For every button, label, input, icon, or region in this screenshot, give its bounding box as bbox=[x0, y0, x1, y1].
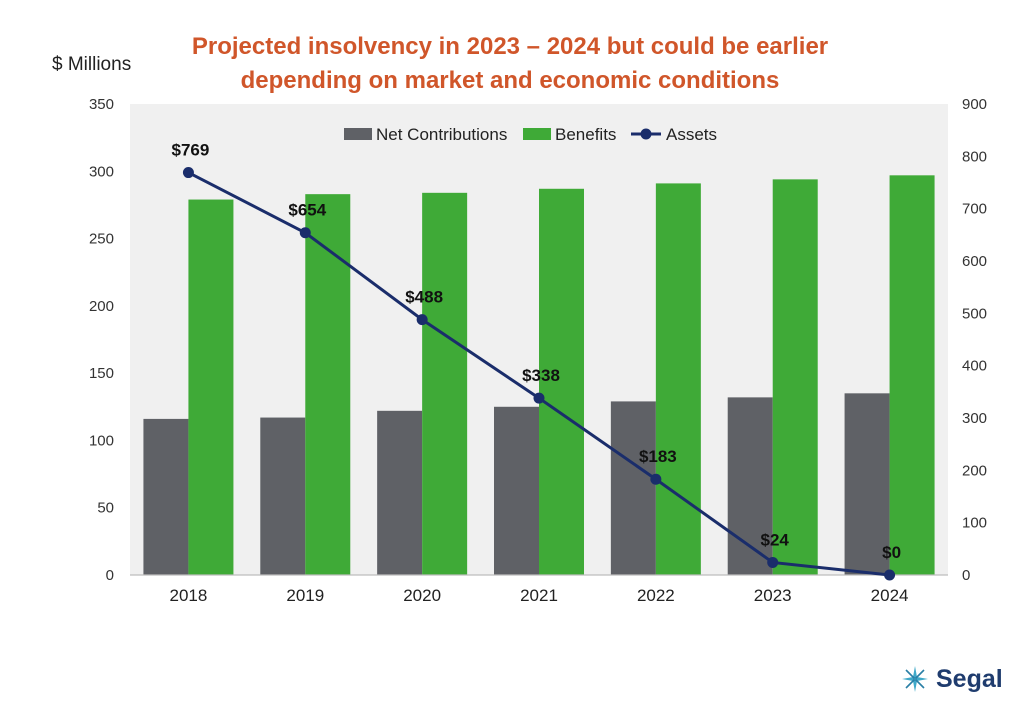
assets-data-label: $338 bbox=[522, 366, 560, 385]
legend-swatch-benefits bbox=[523, 128, 551, 140]
bar-benefits bbox=[772, 179, 818, 576]
assets-point bbox=[533, 392, 545, 404]
bar-benefits bbox=[422, 192, 468, 575]
y-left-tick-label: 250 bbox=[89, 231, 114, 248]
legend-label-net-contributions: Net Contributions bbox=[376, 125, 507, 144]
bar-benefits bbox=[655, 183, 701, 575]
y-left-tick-label: 200 bbox=[89, 298, 114, 315]
y-left-tick-label: 0 bbox=[106, 567, 114, 584]
y-left-tick-label: 300 bbox=[89, 163, 114, 180]
assets-data-label: $0 bbox=[882, 543, 901, 562]
assets-point bbox=[884, 569, 896, 581]
y-left-tick-label: 350 bbox=[89, 96, 114, 113]
assets-data-label: $183 bbox=[639, 447, 677, 466]
x-tick-label: 2019 bbox=[286, 586, 324, 605]
assets-data-label: $488 bbox=[405, 288, 443, 307]
y-right-tick-label: 600 bbox=[962, 253, 987, 270]
chart-title-line-1: Projected insolvency in 2023 – 2024 but … bbox=[191, 33, 829, 60]
bar-net-contributions bbox=[260, 417, 306, 575]
legend-swatch-net-contributions bbox=[344, 128, 372, 140]
assets-data-label: $654 bbox=[288, 201, 326, 220]
assets-data-label: $24 bbox=[761, 530, 790, 549]
assets-point bbox=[182, 167, 194, 179]
chart-title: Projected insolvency in 2023 – 2024 but … bbox=[150, 30, 870, 98]
assets-point bbox=[767, 556, 779, 568]
bar-benefits bbox=[305, 194, 351, 576]
assets-point bbox=[650, 473, 662, 485]
y-right-tick-label: 300 bbox=[962, 410, 987, 427]
bar-net-contributions bbox=[494, 406, 539, 575]
legend-label-benefits: Benefits bbox=[555, 125, 616, 144]
x-tick-label: 2018 bbox=[170, 586, 208, 605]
brand-name: Segal bbox=[936, 664, 1003, 693]
x-tick-label: 2023 bbox=[754, 586, 792, 605]
segal-star-icon bbox=[902, 666, 928, 692]
y-right-tick-label: 900 bbox=[962, 96, 987, 113]
y-right-tick-label: 700 bbox=[962, 201, 987, 218]
x-tick-label: 2020 bbox=[403, 586, 441, 605]
assets-data-label: $769 bbox=[172, 141, 210, 160]
y-right-tick-label: 100 bbox=[962, 515, 987, 532]
bar-net-contributions bbox=[377, 410, 423, 575]
y-left-tick-label: 100 bbox=[89, 432, 114, 449]
y-left-tick-label: 50 bbox=[97, 500, 114, 517]
bar-benefits bbox=[188, 199, 234, 575]
y-right-tick-label: 400 bbox=[962, 358, 987, 375]
y-axis-unit-label: $ Millions bbox=[52, 54, 132, 75]
x-tick-label: 2022 bbox=[637, 586, 675, 605]
bar-net-contributions bbox=[143, 418, 189, 575]
legend-marker-assets bbox=[640, 128, 652, 140]
x-tick-label: 2024 bbox=[871, 586, 909, 605]
brand-logo: Segal bbox=[900, 664, 1003, 694]
bar-net-contributions bbox=[610, 401, 656, 575]
y-right-tick-label: 0 bbox=[962, 567, 970, 584]
assets-point bbox=[416, 314, 428, 326]
y-right-tick-label: 200 bbox=[962, 462, 987, 479]
legend-label-assets: Assets bbox=[666, 125, 717, 144]
y-left-tick-label: 150 bbox=[89, 365, 114, 382]
bar-net-contributions bbox=[844, 393, 890, 575]
y-right-tick-label: 800 bbox=[962, 148, 987, 165]
bar-benefits bbox=[539, 188, 584, 575]
bar-benefits bbox=[889, 175, 935, 575]
x-tick-label: 2021 bbox=[520, 586, 558, 605]
assets-point bbox=[299, 227, 311, 239]
chart-title-line-2: depending on market and economic conditi… bbox=[240, 67, 780, 94]
y-right-tick-label: 500 bbox=[962, 305, 987, 322]
